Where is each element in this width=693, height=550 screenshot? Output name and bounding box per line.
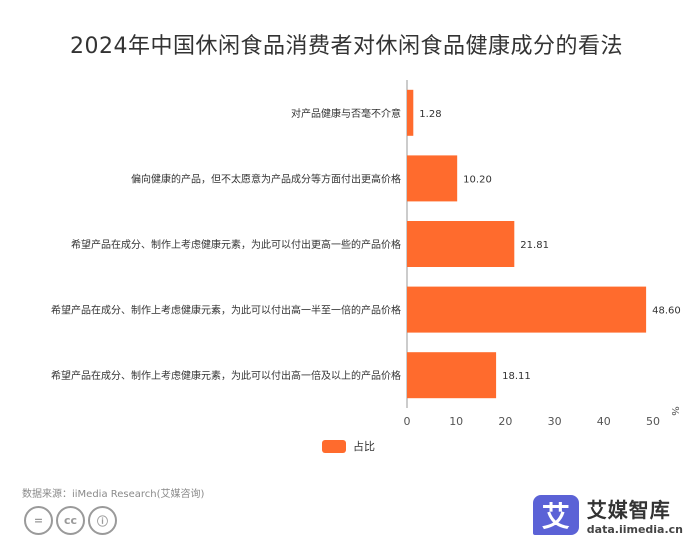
creative-commons-icon: cc xyxy=(56,506,85,535)
x-tick-label: 40 xyxy=(597,415,611,428)
x-tick-label: 0 xyxy=(404,415,411,428)
license-icons: = cc ⓘ xyxy=(24,506,117,535)
chart-title: 2024年中国休闲食品消费者对休闲食品健康成分的看法 xyxy=(70,34,623,59)
category-label: 希望产品在成分、制作上考虑健康元素，为此可以付出高一倍及以上的产品价格 xyxy=(51,369,401,382)
bar xyxy=(407,221,515,267)
noderivs-icon: = xyxy=(24,506,53,535)
brand-url: data.iimedia.cn xyxy=(586,523,683,536)
brand-mark-icon: 艾 xyxy=(532,495,579,535)
category-label: 对产品健康与否毫不介意 xyxy=(291,107,401,120)
x-tick-label: 10 xyxy=(449,415,463,428)
data-label: 10.20 xyxy=(463,174,492,185)
x-tick-label: 50 xyxy=(646,415,660,428)
data-label: 48.60 xyxy=(652,306,681,317)
legend: 占比 xyxy=(322,438,375,454)
data-label: 18.11 xyxy=(502,371,531,382)
attribution-icon: ⓘ xyxy=(88,506,117,535)
category-label: 希望产品在成分、制作上考虑健康元素，为此可以付出高一半至一倍的产品价格 xyxy=(51,304,401,317)
brand-name: 艾媒智库 xyxy=(586,498,671,522)
legend-swatch xyxy=(322,439,346,453)
bar xyxy=(407,286,647,333)
bar-chart: 对产品健康与否毫不介意 1.28 偏向健康的产品，但不太愿意为产品成分等方面付出更高… xyxy=(51,80,681,428)
bar xyxy=(407,89,414,136)
bar xyxy=(407,352,497,399)
x-tick-label: 30 xyxy=(548,415,562,428)
data-label: 21.81 xyxy=(520,240,549,251)
category-label: 希望产品在成分、制作上考虑健康元素，为此可以付出更高一些的产品价格 xyxy=(71,238,401,251)
x-tick-label: 20 xyxy=(498,415,512,428)
bar xyxy=(407,155,458,202)
data-label: 1.28 xyxy=(419,109,441,120)
x-unit-label: % xyxy=(669,406,680,416)
legend-label: 占比 xyxy=(353,440,375,453)
brand-logo: 艾 艾媒智库 data.iimedia.cn xyxy=(532,494,683,536)
source-note: 数据来源：iiMedia Research(艾媒咨询) xyxy=(22,489,205,500)
category-label: 偏向健康的产品，但不太愿意为产品成分等方面付出更高价格 xyxy=(131,172,401,185)
